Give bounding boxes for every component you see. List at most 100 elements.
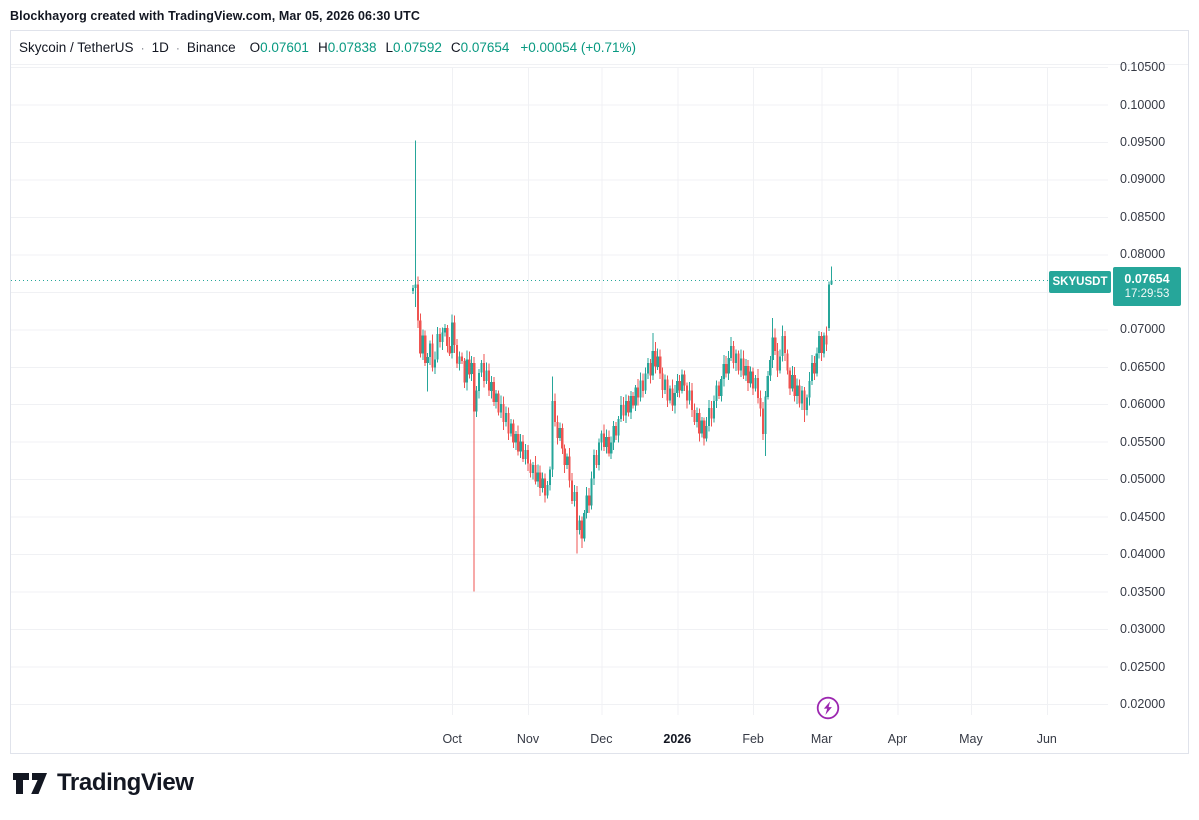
candle-body — [700, 420, 703, 434]
candle-body — [739, 358, 742, 371]
candle-body — [663, 379, 667, 390]
candle-body — [517, 434, 520, 452]
candle-body — [778, 356, 782, 371]
candle-body — [431, 343, 434, 368]
price-gridline — [11, 554, 1108, 556]
symbol-name: Skycoin / TetherUS — [19, 40, 134, 55]
candle-body — [627, 401, 630, 413]
candle-body — [605, 437, 608, 447]
candle-body — [443, 327, 446, 333]
candle-body — [722, 363, 725, 379]
candle-body — [747, 366, 750, 384]
candle-body — [522, 441, 525, 459]
candle-body — [433, 359, 437, 368]
candle-wick — [414, 140, 416, 307]
candle-body — [712, 401, 716, 419]
candle-body — [534, 464, 537, 482]
price-gridline — [11, 591, 1108, 593]
candle-body — [671, 388, 674, 406]
candle-body — [634, 387, 637, 406]
ohlc-values: O0.07601 H0.07838 L0.07592 C0.07654 +0.0… — [250, 40, 636, 55]
price-gridline — [11, 254, 1108, 256]
candle-body — [416, 284, 419, 321]
time-gridline — [970, 67, 972, 715]
high-value: 0.07838 — [327, 40, 377, 55]
candle-body — [646, 363, 650, 374]
candle-body — [573, 491, 576, 501]
candle-body — [592, 455, 596, 479]
time-tick-label: May — [959, 732, 983, 746]
candle-body — [727, 357, 730, 374]
price-tick-label: 0.10000 — [1120, 97, 1166, 112]
candle-body — [707, 408, 711, 426]
candle-body — [749, 371, 752, 384]
candle-body — [783, 336, 787, 354]
price-gridline — [11, 441, 1108, 443]
candle-body — [678, 381, 681, 391]
candle-body — [468, 359, 471, 375]
price-tick-label: 0.07000 — [1120, 322, 1166, 337]
event-marker[interactable] — [815, 695, 841, 721]
time-gridline — [821, 67, 823, 715]
candle-body — [717, 385, 720, 396]
candlestick-canvas[interactable] — [11, 66, 1188, 753]
price-gridline — [11, 366, 1108, 368]
candle-body — [487, 370, 490, 391]
time-gridline — [1046, 67, 1048, 715]
candle-body — [485, 370, 488, 381]
candle-body — [424, 335, 427, 363]
candle-body — [512, 423, 515, 443]
candle-body — [666, 379, 669, 401]
candle-body — [744, 366, 747, 376]
chart-panel: Skycoin / TetherUS · 1D · Binance O0.07601 H… — [10, 30, 1189, 754]
tradingview-logo[interactable]: TradingView — [12, 769, 194, 797]
candle-body — [761, 408, 765, 435]
candle-body — [615, 426, 618, 436]
candle-body — [595, 455, 598, 465]
candle-body — [570, 480, 574, 501]
price-gridline — [11, 404, 1108, 406]
candle-body — [539, 472, 542, 489]
low-value: 0.07592 — [393, 40, 442, 55]
candle-body — [580, 520, 583, 539]
candle-body — [411, 288, 415, 291]
price-gridline — [11, 141, 1108, 143]
price-tick-label: 0.09000 — [1120, 172, 1166, 187]
candle-body — [830, 280, 833, 285]
candle-body — [644, 373, 647, 391]
candle-body — [465, 359, 468, 383]
candle-body — [786, 353, 789, 371]
time-gridline — [897, 67, 899, 715]
candle-body — [776, 351, 779, 371]
candle-wick — [427, 353, 429, 392]
time-tick-label: Jun — [1036, 732, 1057, 746]
chart-area[interactable]: 0.10500 0.10000 0.09500 0.09000 0.08500 0.080… — [11, 60, 1188, 753]
candle-body — [825, 335, 828, 345]
price-scale[interactable]: 0.10500 0.10000 0.09500 0.09000 0.08500 0.080… — [1109, 60, 1188, 716]
symbol-header[interactable]: Skycoin / TetherUS · 1D · Binance O0.07601 H… — [11, 31, 1188, 65]
candle-body — [490, 381, 493, 391]
candle-body — [619, 405, 623, 420]
candle-body — [668, 388, 672, 401]
candle-body — [820, 336, 823, 354]
price-tick-label: 0.02500 — [1120, 659, 1166, 674]
candle-body — [659, 356, 662, 374]
candle-body — [451, 322, 454, 354]
candle-body — [561, 428, 564, 449]
candle-body — [578, 520, 581, 531]
candle-body — [759, 398, 762, 409]
candle-body — [477, 372, 481, 391]
price-gridline — [11, 67, 1108, 68]
candle-body — [436, 333, 439, 360]
candle-body — [641, 380, 645, 391]
candle-body — [693, 410, 696, 423]
open-label: O — [249, 40, 261, 55]
price-gridline — [11, 104, 1108, 106]
candle-body — [529, 463, 532, 474]
candle-body — [455, 345, 459, 364]
candle-body — [568, 456, 571, 481]
candle-body — [583, 512, 586, 539]
candle-body — [463, 360, 466, 383]
time-tick-label: Dec — [590, 732, 613, 746]
candle-body — [774, 337, 777, 351]
